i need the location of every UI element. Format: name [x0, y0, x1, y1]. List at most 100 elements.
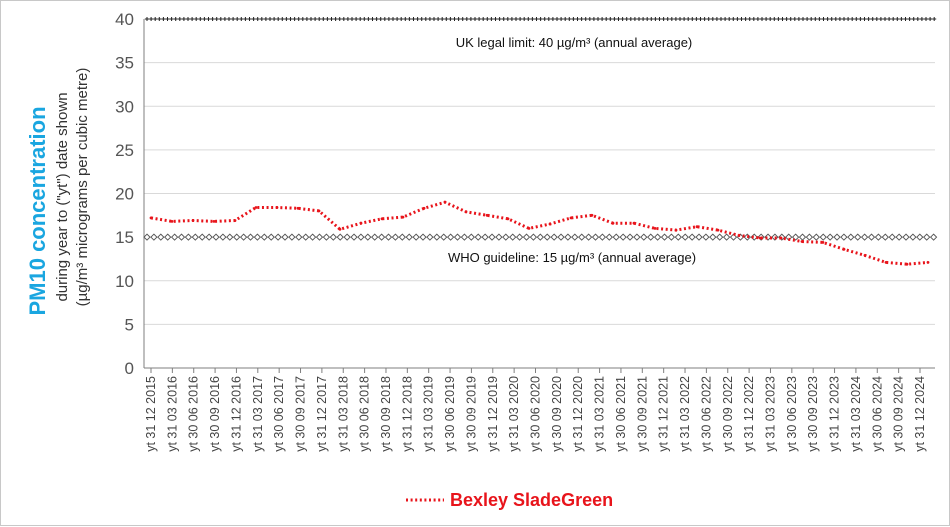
uk-limit-marker: [550, 17, 555, 21]
who-guideline-marker: [212, 233, 220, 241]
uk-limit-marker: [637, 17, 641, 21]
uk-limit-marker: [333, 17, 338, 21]
uk-limit-marker: [272, 17, 277, 21]
uk-limit-marker: [329, 17, 334, 21]
uk-limit-marker: [473, 17, 477, 21]
uk-limit-marker: [456, 17, 461, 21]
who-guideline-marker: [198, 233, 206, 241]
uk-limit-marker: [448, 17, 453, 21]
x-tick-label: yt 31 03 2024: [849, 376, 863, 452]
uk-limit-marker: [300, 17, 305, 21]
uk-limit-marker: [706, 17, 711, 21]
uk-limit-marker: [907, 17, 912, 21]
x-tick-label: yt 31 12 2018: [400, 376, 414, 452]
x-tick-label: yt 31 12 2016: [229, 376, 243, 452]
uk-limit-marker: [538, 17, 543, 21]
uk-limit-marker: [575, 17, 580, 21]
uk-limit-marker: [919, 17, 924, 21]
who-guideline-marker: [833, 233, 841, 241]
y-axis-subtitle-group: during year to ("yt") date shown: [54, 92, 71, 301]
who-guideline-marker: [446, 233, 455, 241]
who-guideline-marker: [364, 233, 372, 241]
uk-limit-marker: [764, 17, 769, 21]
who-guideline-marker: [219, 233, 227, 241]
data-point: [695, 225, 699, 229]
who-guideline-marker: [281, 233, 289, 241]
who-guideline-marker: [578, 233, 586, 241]
x-tick-label: yt 31 03 2021: [593, 376, 607, 452]
uk-limit-marker: [276, 17, 281, 21]
uk-limit-marker: [870, 17, 875, 21]
who-guideline-marker: [350, 233, 358, 241]
who-guideline-marker: [895, 233, 903, 241]
uk-limit-marker: [190, 17, 195, 21]
data-point: [569, 216, 573, 220]
uk-limit-marker: [309, 17, 313, 21]
uk-limit-marker: [641, 17, 646, 21]
uk-limit-marker: [386, 17, 391, 21]
uk-limit-marker: [194, 17, 199, 21]
uk-limit-marker: [874, 17, 879, 21]
who-guideline-marker: [308, 233, 317, 241]
who-guideline-marker: [564, 233, 572, 241]
who-guideline-marker: [398, 233, 406, 241]
who-guideline-marker: [267, 233, 275, 241]
uk-limit-marker: [887, 17, 892, 21]
who-guideline-marker: [929, 233, 938, 241]
uk-limit-marker: [284, 17, 289, 21]
who-guideline-marker: [716, 233, 724, 241]
uk-limit-marker: [583, 17, 588, 21]
who-guideline-marker: [226, 233, 234, 241]
who-guideline-marker: [143, 233, 151, 241]
uk-limit-marker: [354, 17, 359, 21]
who-guideline-marker: [543, 233, 551, 241]
axes: [143, 19, 935, 369]
uk-limit-marker: [169, 17, 174, 21]
uk-limit-marker: [657, 17, 662, 21]
uk-limit-marker: [485, 17, 490, 21]
who-guideline-marker: [460, 233, 469, 241]
uk-limit-marker: [173, 17, 178, 21]
uk-limit-marker: [727, 17, 732, 21]
uk-limit-marker: [862, 17, 867, 21]
who-guideline-marker: [536, 233, 544, 241]
y-tick-label: 30: [115, 97, 134, 116]
uk-limit-marker: [350, 17, 354, 21]
uk-limit-marker: [842, 17, 846, 21]
uk-limit-marker: [325, 17, 330, 21]
uk-limit-marker: [341, 17, 346, 21]
uk-limit-marker: [522, 17, 527, 21]
uk-limit-marker: [391, 17, 395, 21]
y-tick-label: 35: [115, 54, 134, 73]
uk-limit-marker: [895, 17, 900, 21]
who-guideline-marker: [860, 233, 869, 241]
uk-limit-marker: [739, 17, 744, 21]
uk-limit-marker: [817, 17, 822, 21]
uk-limit-marker: [423, 17, 428, 21]
uk-limit-marker: [239, 17, 244, 21]
data-point: [443, 200, 447, 204]
x-tick-label: yt 30 06 2024: [870, 376, 884, 452]
uk-limit-marker: [268, 17, 272, 21]
x-tick-label: yt 30 09 2020: [550, 376, 564, 452]
uk-limit-marker: [755, 17, 760, 21]
who-guideline-marker: [840, 233, 848, 241]
uk-limit-marker: [591, 17, 596, 21]
uk-limit-marker: [534, 17, 539, 21]
x-tick-label: yt 30 09 2023: [806, 376, 820, 452]
uk-limit-marker: [345, 17, 350, 21]
x-tick-label: yt 30 06 2021: [614, 376, 628, 452]
uk-limit-marker: [317, 17, 322, 21]
uk-limit-marker: [710, 17, 715, 21]
uk-limit-marker: [772, 17, 777, 21]
uk-limit-marker: [526, 17, 531, 21]
who-guideline-marker: [371, 233, 379, 241]
x-tick-label: yt 31 03 2022: [678, 376, 692, 452]
uk-limit-marker: [505, 17, 510, 21]
x-tick-label: yt 30 06 2018: [358, 376, 372, 452]
uk-limit-marker: [202, 17, 207, 21]
who-guideline-marker: [488, 233, 496, 241]
uk-limit-marker: [337, 17, 342, 21]
y-tick-label: 0: [125, 359, 134, 378]
